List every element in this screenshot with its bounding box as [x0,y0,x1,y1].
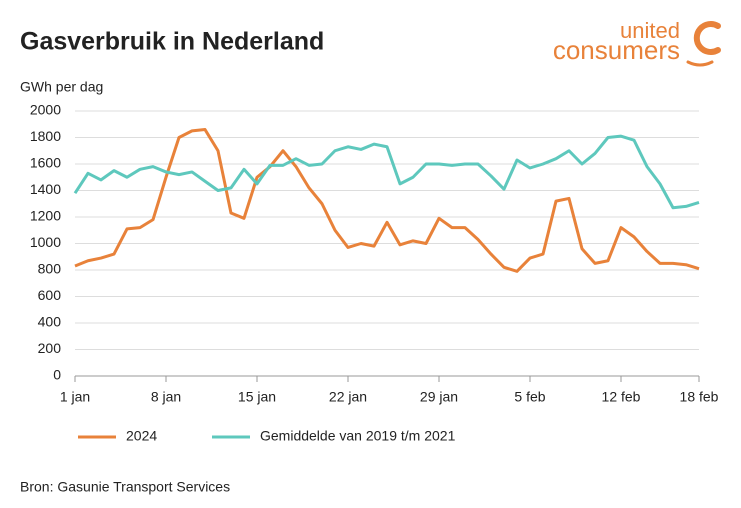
x-tick-label: 18 feb [680,389,719,405]
legend-label: Gemiddelde van 2019 t/m 2021 [260,428,456,444]
y-axis-label: GWh per dag [20,79,103,95]
y-tick-label: 1200 [30,208,61,224]
x-tick-label: 8 jan [151,389,181,405]
y-tick-label: 1000 [30,234,61,250]
logo-text: united [620,18,680,43]
y-tick-label: 200 [38,340,62,356]
logo-icon [693,21,721,55]
y-tick-label: 1800 [30,128,61,144]
series-line [73,134,700,210]
logo-text: consumers [553,35,680,65]
y-tick-label: 1400 [30,181,61,197]
x-tick-label: 22 jan [329,389,367,405]
chart-title: Gasverbruik in Nederland [20,28,324,56]
x-tick-label: 1 jan [60,389,90,405]
y-tick-label: 2000 [30,102,61,118]
y-tick-label: 1600 [30,155,61,171]
x-tick-label: 5 feb [514,389,545,405]
y-tick-label: 0 [53,367,61,383]
y-tick-label: 600 [38,287,62,303]
x-tick-label: 15 jan [238,389,276,405]
y-tick-label: 800 [38,261,62,277]
source-note: Bron: Gasunie Transport Services [20,479,230,495]
y-tick-label: 400 [38,314,62,330]
logo-icon [686,60,714,67]
x-tick-label: 29 jan [420,389,458,405]
series-line [74,128,700,273]
x-tick-label: 12 feb [602,389,641,405]
legend-label: 2024 [126,428,157,444]
